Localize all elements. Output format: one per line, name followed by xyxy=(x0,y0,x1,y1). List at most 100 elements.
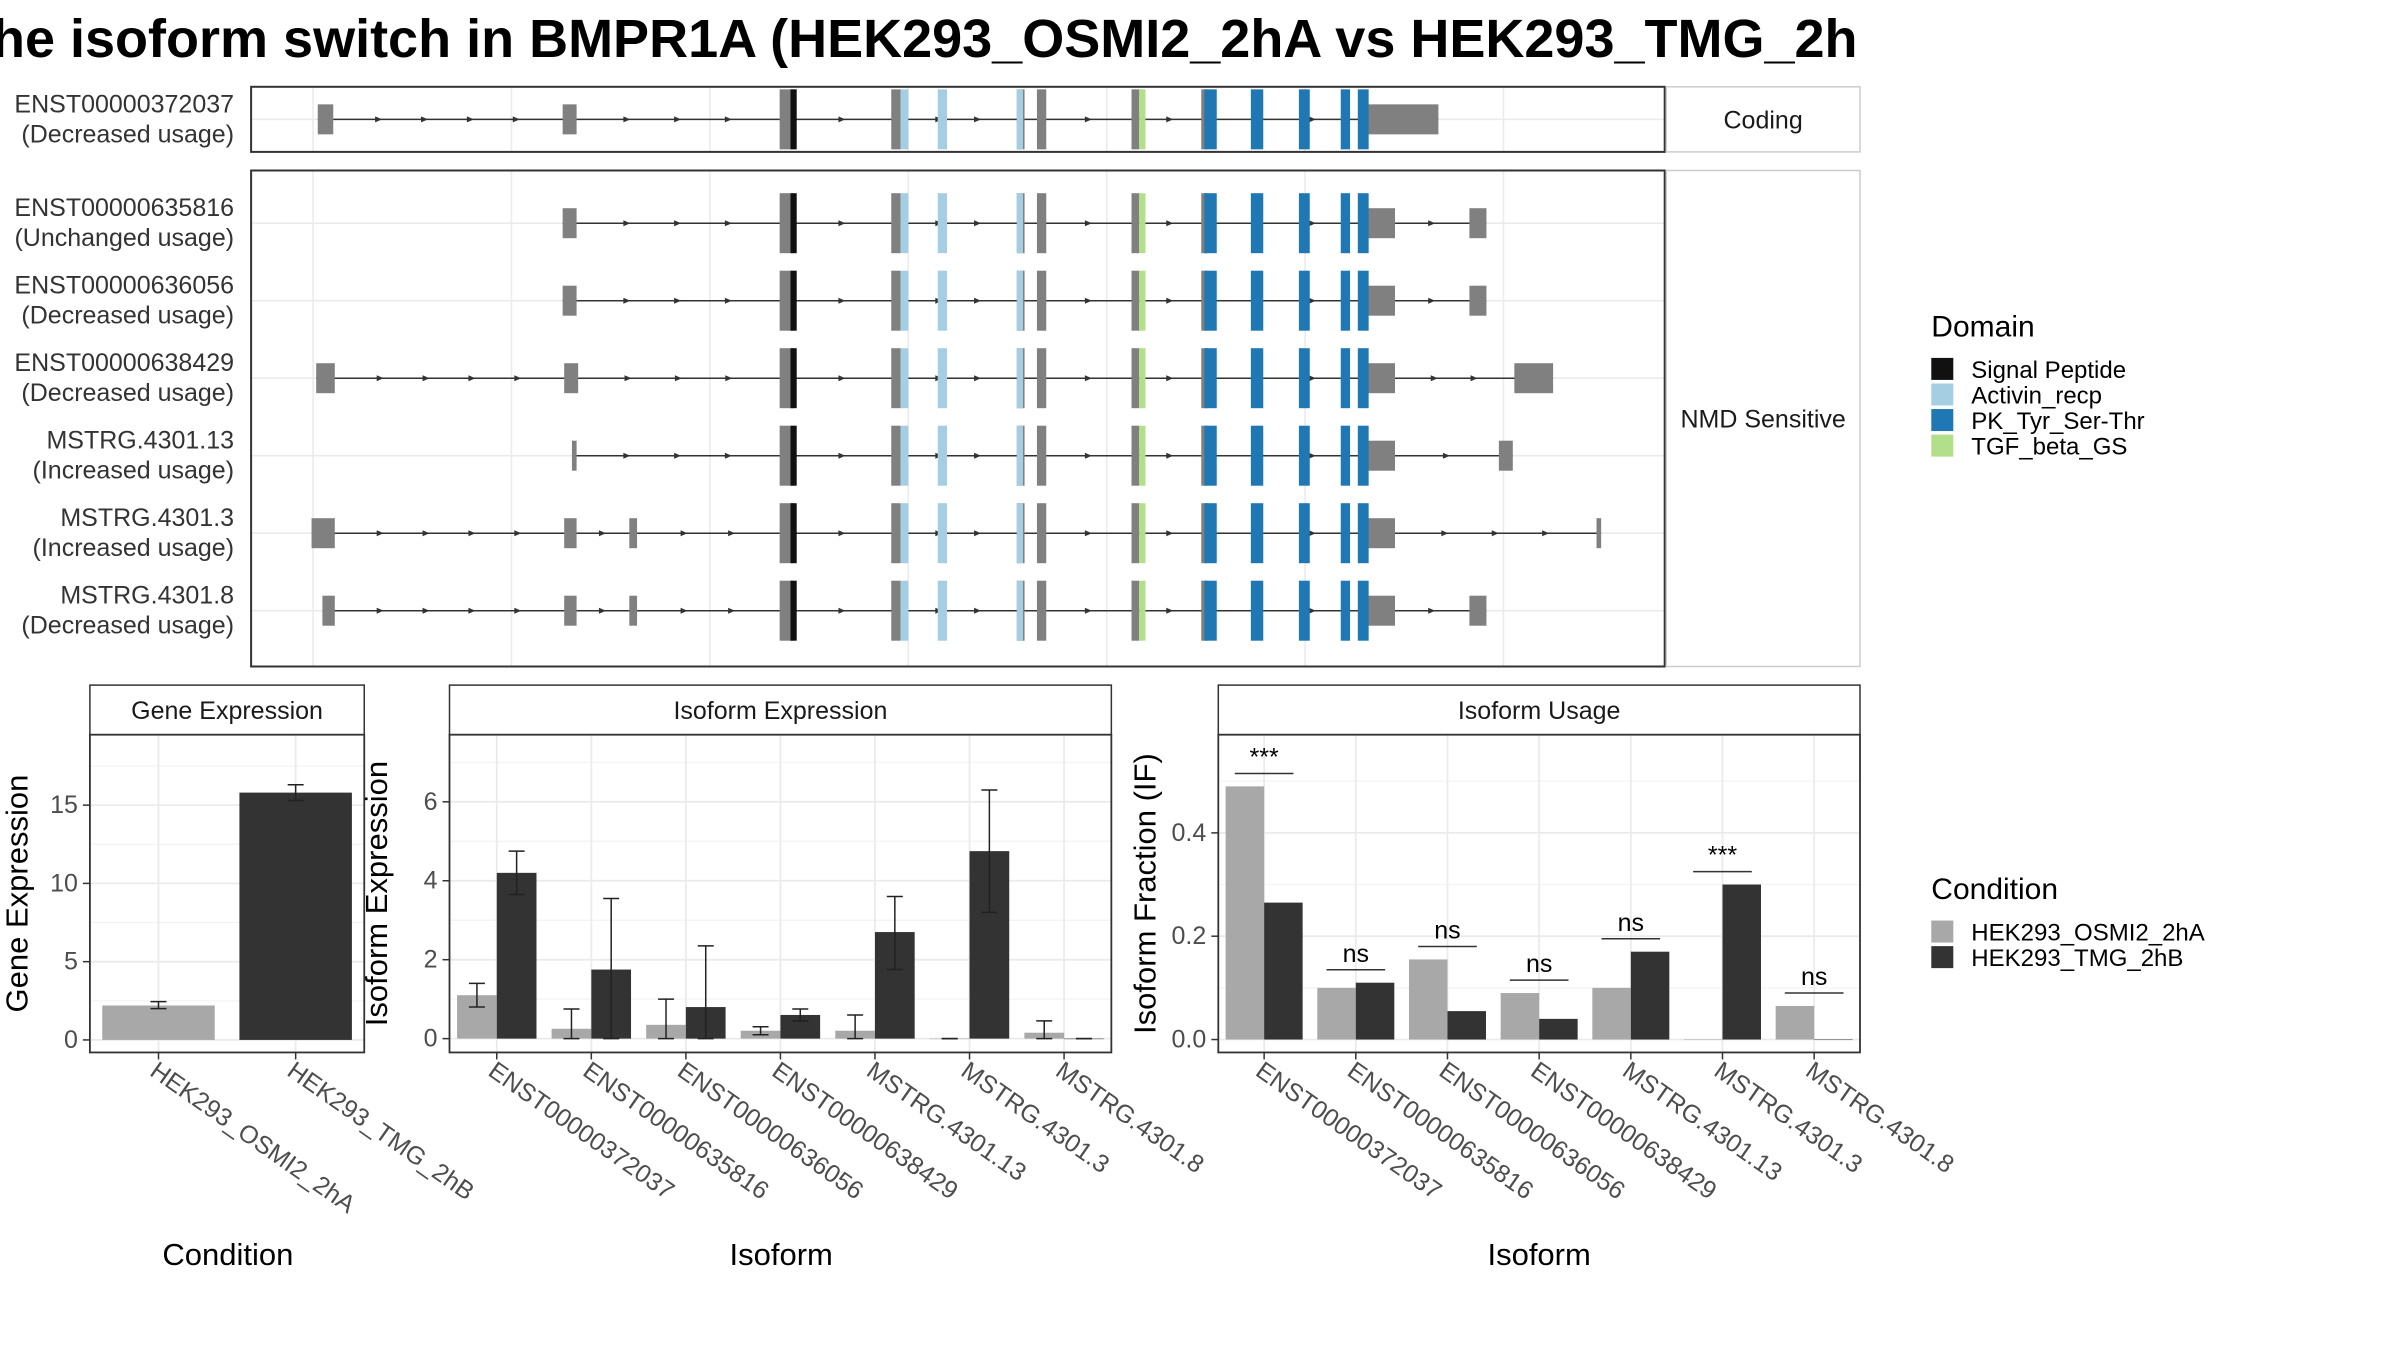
domain-activin-recp xyxy=(937,270,948,331)
domain-activin-recp xyxy=(1016,89,1023,150)
direction-arrow xyxy=(1166,530,1174,537)
legend-label: TGF_beta_GS xyxy=(1971,434,2127,461)
exon xyxy=(779,425,794,486)
exon xyxy=(1131,270,1140,331)
exon xyxy=(779,580,794,641)
domain-pk-tyr-ser-thr xyxy=(1250,270,1264,331)
chart-2: Isoform Expression0246ENST00000372037ENS… xyxy=(359,684,1209,1272)
data-bar xyxy=(1722,884,1761,1040)
exon xyxy=(564,518,577,549)
exon xyxy=(1036,503,1047,564)
exon xyxy=(779,193,794,254)
transcript-usage: (Increased usage) xyxy=(33,534,235,562)
significance-label: *** xyxy=(1708,842,1737,870)
direction-arrow xyxy=(514,607,522,614)
direction-arrow xyxy=(376,607,384,614)
transcript-usage: (Decreased usage) xyxy=(21,379,234,407)
data-bar xyxy=(1814,1039,1853,1041)
direction-arrow xyxy=(674,375,682,382)
direction-arrow xyxy=(674,452,682,459)
exon xyxy=(316,363,335,394)
y-tick-label: 10 xyxy=(50,869,78,897)
exon xyxy=(1469,285,1487,316)
direction-arrow xyxy=(1084,375,1092,382)
data-bar xyxy=(1225,786,1265,1040)
direction-arrow xyxy=(974,220,982,227)
domain-pk-tyr-ser-thr xyxy=(1204,270,1217,331)
domain-tgf-beta-gs xyxy=(1139,503,1146,564)
significance-label: ns xyxy=(1434,917,1460,945)
significance-label: ns xyxy=(1618,909,1644,937)
direction-arrow xyxy=(1428,607,1436,614)
direction-arrow xyxy=(468,607,476,614)
exon xyxy=(1596,518,1602,549)
domain-activin-recp xyxy=(937,193,948,254)
domain-signal-peptide xyxy=(790,270,797,331)
domain-pk-tyr-ser-thr xyxy=(1204,503,1217,564)
domain-activin-recp xyxy=(937,580,948,641)
domain-pk-tyr-ser-thr xyxy=(1250,425,1264,486)
direction-arrow xyxy=(974,297,982,304)
legend-swatch xyxy=(1931,383,1954,406)
exon xyxy=(1131,503,1140,564)
domain-activin-recp xyxy=(1016,193,1023,254)
exon xyxy=(1365,285,1395,316)
significance-label: *** xyxy=(1250,743,1279,771)
y-tick-label: 0 xyxy=(64,1026,78,1054)
domain-signal-peptide xyxy=(790,580,797,641)
chart-title: Gene Expression xyxy=(131,697,323,725)
domain-pk-tyr-ser-thr xyxy=(1204,89,1217,150)
domain-tgf-beta-gs xyxy=(1139,270,1146,331)
legend-swatch xyxy=(1931,920,1954,943)
domain-pk-tyr-ser-thr xyxy=(1340,270,1351,331)
exon xyxy=(1365,440,1395,471)
x-axis-title: Isoform xyxy=(730,1237,833,1272)
transcript-usage: (Unchanged usage) xyxy=(14,224,234,252)
domain-activin-recp xyxy=(900,193,909,254)
domain-pk-tyr-ser-thr xyxy=(1298,89,1310,150)
legend-swatch xyxy=(1931,409,1954,432)
direction-arrow xyxy=(1084,116,1092,123)
exon xyxy=(1469,595,1487,626)
exon xyxy=(562,104,577,135)
exon xyxy=(1036,270,1047,331)
exon xyxy=(1036,348,1047,409)
direction-arrow xyxy=(974,375,982,382)
domain-tgf-beta-gs xyxy=(1139,425,1146,486)
direction-arrow xyxy=(1084,530,1092,537)
direction-arrow xyxy=(974,452,982,459)
domain-pk-tyr-ser-thr xyxy=(1357,270,1369,331)
direction-arrow xyxy=(1470,375,1478,382)
direction-arrow xyxy=(376,530,384,537)
exon xyxy=(891,193,901,254)
exon xyxy=(1036,425,1047,486)
legend-swatch xyxy=(1931,357,1954,380)
direction-arrow xyxy=(724,297,732,304)
data-bar xyxy=(780,1014,821,1039)
domain-activin-recp xyxy=(900,270,909,331)
exon xyxy=(891,270,901,331)
domain-activin-recp xyxy=(1016,580,1023,641)
direction-arrow xyxy=(1166,116,1174,123)
exon xyxy=(1131,425,1140,486)
exon xyxy=(311,518,335,549)
x-axis-title: Condition xyxy=(162,1237,293,1272)
direction-arrow xyxy=(1308,607,1316,614)
direction-arrow xyxy=(1441,530,1449,537)
domain-pk-tyr-ser-thr xyxy=(1204,580,1217,641)
panel-border xyxy=(250,85,1666,153)
facet-strip-label: NMD Sensitive xyxy=(1680,406,1845,434)
direction-arrow xyxy=(728,530,736,537)
direction-arrow xyxy=(974,116,982,123)
domain-pk-tyr-ser-thr xyxy=(1340,89,1351,150)
domain-pk-tyr-ser-thr xyxy=(1357,348,1369,409)
data-bar xyxy=(1539,1018,1578,1040)
domain-activin-recp xyxy=(1016,348,1023,409)
transcript-track: MSTRG.4301.13(Increased usage) xyxy=(33,425,1513,486)
direction-arrow xyxy=(598,530,606,537)
x-tick-label: MSTRG.4301.8 xyxy=(1801,1056,1959,1179)
data-bar xyxy=(1630,951,1670,1040)
transcript-usage: (Decreased usage) xyxy=(21,120,234,148)
direction-arrow xyxy=(468,375,476,382)
domain-activin-recp xyxy=(900,348,909,409)
